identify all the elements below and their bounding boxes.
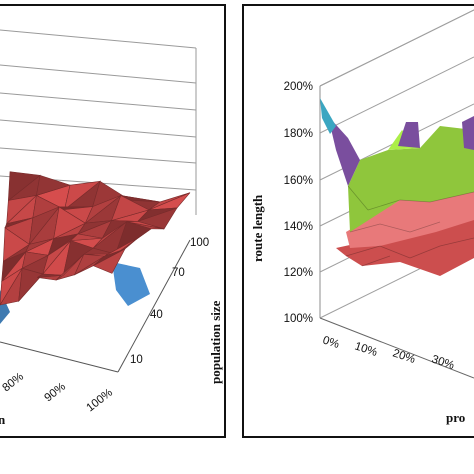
right-y-tick: 140% [284,221,313,233]
left-surface-facet [37,273,64,278]
left-gridline [0,147,197,164]
left-gridline [0,29,197,49]
left-surface-facet [25,238,54,253]
left-surface-facet [58,206,93,210]
left-surface [0,171,191,324]
left-surface-facet [64,180,102,211]
left-gridlines [0,29,197,215]
left-surface-facet [53,206,86,240]
right-surface-peak-cyan [320,98,336,134]
left-surface-facet [55,254,85,281]
left-surface-facet [21,251,50,269]
right-surface-peak-purple [328,116,360,186]
right-x-axis-title: pro [446,410,465,425]
left-chart-panel: 80% 90% 100% 10 40 70 100 n population s… [0,4,226,438]
left-surface-facet [126,221,165,230]
right-surface [320,98,474,276]
right-surface-facet-edge [379,245,411,259]
right-surface-facet-edge [347,185,369,211]
left-gridline [0,119,197,138]
left-surface-facet [93,248,126,267]
left-surface-facet [6,194,38,225]
right-surface-band-red [336,218,474,276]
left-surface-facet [85,195,121,224]
right-y-ticks: 100% 120% 140% 160% 180% 200% [284,81,313,325]
left-depth-ticks: 10 40 70 100 [130,237,209,366]
left-surface-facet [1,251,27,283]
left-depth-tick: 100 [190,237,209,249]
right-surface-facet-edge [367,199,401,211]
left-gridline [0,92,197,111]
right-x-tick: 0% [321,334,341,351]
left-surface-facet [148,192,191,211]
left-x-axis-line [0,341,119,373]
left-surface-facet [42,240,71,275]
right-gridline [319,56,474,134]
right-surface-peak-purple [398,122,420,148]
right-surface-peak-purple [462,116,474,150]
right-surface-facet-edge [349,223,381,233]
right-surface-facet-edge [379,223,411,233]
right-surface-facet-edge [361,255,391,267]
left-depth-tick: 70 [172,267,185,279]
left-surface-facet [73,253,106,276]
right-surface-facet-edge [345,245,381,257]
right-surface-band-pink [346,190,474,248]
left-surface-facet [111,195,150,222]
right-chart-panel: 100% 120% 140% 160% 180% 200% 0% 10% 20%… [242,4,474,438]
left-floor-axes [0,239,191,373]
right-gridline [319,9,474,87]
left-depth-axis-title: population size [208,300,223,384]
left-surface-facet [3,227,30,262]
left-surface-facet [69,233,103,241]
right-surface-facet-edge [409,245,441,259]
left-surface-facet [92,221,127,249]
left-gridline [0,64,197,84]
right-y-tick: 100% [284,313,313,325]
left-depth-axis-line [117,239,191,373]
left-surface-facet [0,268,23,306]
left-surface-facet [18,267,44,303]
left-depth-tick: 40 [150,309,163,321]
right-surface-band-green [348,126,474,232]
left-surface-facet [47,233,79,257]
left-surface-facet [82,247,116,255]
left-x-axis-title: n [0,412,6,427]
left-surface-underside [112,262,150,306]
right-floor-axis-line [319,317,474,379]
right-x-ticks: 0% 10% 20% 30% [321,334,456,372]
left-surface-facet [36,174,71,196]
left-surface-facet [4,217,33,229]
right-y-tick: 160% [284,175,313,187]
left-surface-facet [7,171,41,202]
left-surface-facet [137,207,178,222]
right-surface-facet-edge [399,199,431,203]
right-y-tick: 180% [284,128,313,140]
left-surface-facet [77,220,112,235]
right-y-axis-title: route length [250,194,265,262]
right-y-tick: 200% [284,81,313,93]
right-y-tick: 120% [284,267,313,279]
right-surface-facet-edge [409,221,441,233]
left-depth-tick: 10 [130,354,143,366]
left-surface-facet [28,206,61,246]
right-surface-facet-edge [429,191,474,203]
right-surface-facet-edge [439,237,474,247]
